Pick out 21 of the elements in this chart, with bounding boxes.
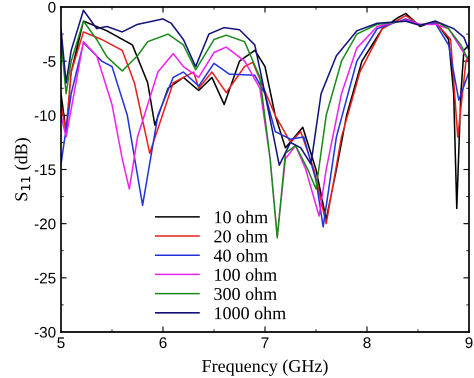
- x-tick-label: 8: [363, 337, 371, 348]
- y-tick-label: -20: [34, 218, 56, 230]
- x-axis-title: Frequency (GHz): [202, 359, 328, 376]
- x-tick-label: 9: [465, 337, 473, 348]
- y-tick-label: -10: [34, 110, 56, 122]
- y-tick-label: -30: [34, 326, 56, 338]
- x-tick-label: 5: [57, 337, 65, 348]
- legend-label: 300 ohm: [214, 287, 277, 300]
- legend-label: 10 ohm: [215, 210, 268, 224]
- y-tick-label: -25: [34, 272, 56, 284]
- legend-label: 100 ohm: [215, 268, 277, 281]
- x-tick-label: 6: [160, 337, 167, 348]
- legend-label: 1000 ohm: [215, 306, 286, 320]
- line-series: [61, 9, 469, 166]
- y-tick-label: -5: [43, 56, 56, 67]
- y-axis-title: S$_{11}$ (dB): [14, 138, 32, 201]
- legend-label: 40 ohm: [214, 249, 268, 262]
- y-tick-label: 0: [48, 2, 56, 13]
- legend-label: 20 ohm: [214, 230, 268, 243]
- x-tick-label: 7: [262, 337, 268, 348]
- y-tick-label: -15: [34, 164, 56, 176]
